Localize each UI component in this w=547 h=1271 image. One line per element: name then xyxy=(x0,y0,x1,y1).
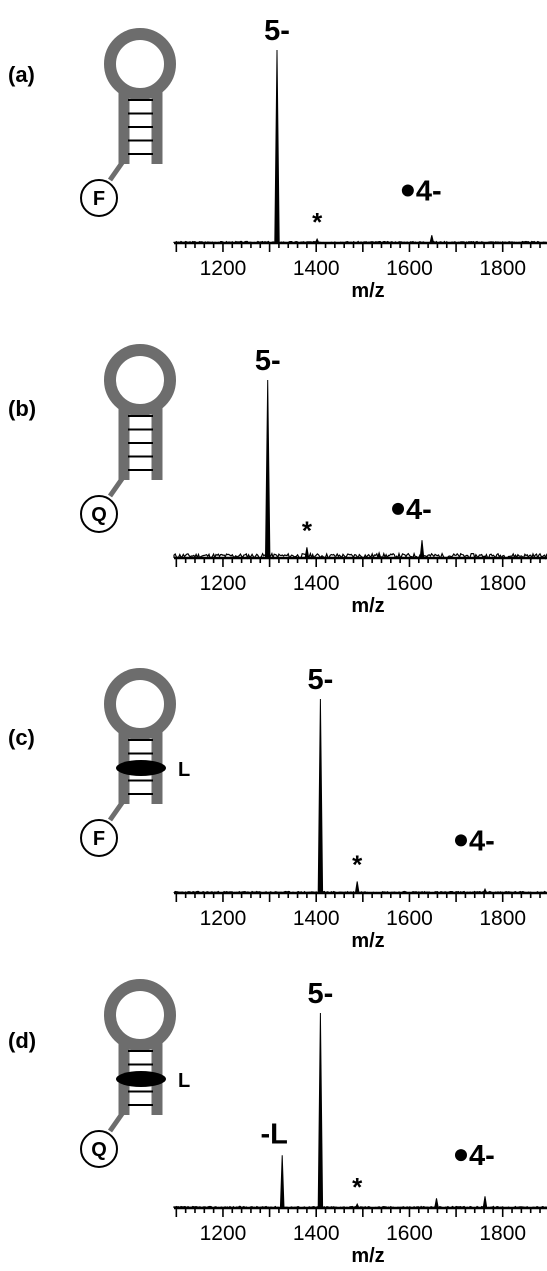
spectrum-panel: (b) Q 1200 1400 1600 1800 m/z 5- * 4- xyxy=(8,344,547,617)
peak-annotation: 4- xyxy=(469,1140,495,1172)
ligand-ellipse xyxy=(116,1071,166,1087)
spectrum-peak xyxy=(482,887,488,894)
x-axis-label: m/z xyxy=(351,595,384,617)
peak-annotation: 4- xyxy=(416,176,442,208)
peak-annotation: -L xyxy=(260,1118,287,1150)
x-tick-label: 1800 xyxy=(479,907,526,930)
panel-label: (b) xyxy=(8,396,36,421)
linker xyxy=(107,798,127,822)
panel-label: (d) xyxy=(8,1028,36,1053)
hairpin-loop xyxy=(104,344,176,416)
x-tick-label: 1600 xyxy=(386,907,433,930)
spectrum-panel: (a) F 1200 1400 1600 1800 m/z 5- * 4- xyxy=(8,15,547,302)
tag-circle xyxy=(80,179,118,217)
radical-dot xyxy=(392,502,405,515)
panel-label: (c) xyxy=(8,725,35,750)
peak-annotation: * xyxy=(312,207,323,237)
tag-label: Q xyxy=(91,1139,107,1161)
linker xyxy=(107,474,127,498)
x-tick-label: 1400 xyxy=(293,907,340,930)
ligand-label: L xyxy=(178,759,190,781)
spectrum-noise-trace xyxy=(173,551,547,560)
spectrum-peak xyxy=(274,49,280,244)
spectrum-peak xyxy=(429,235,435,244)
spectrum-peak xyxy=(354,881,360,894)
peak-annotation: * xyxy=(302,515,313,545)
x-tick-label: 1400 xyxy=(293,572,340,595)
x-tick-label: 1200 xyxy=(200,907,247,930)
radical-dot xyxy=(401,184,414,197)
spectrum-peak xyxy=(419,540,425,559)
spectrum-noise-trace xyxy=(173,240,547,244)
hairpin-schematic: QL xyxy=(80,979,190,1168)
x-tick-label: 1600 xyxy=(386,572,433,595)
hairpin-schematic: Q xyxy=(80,344,176,533)
x-axis-label: m/z xyxy=(351,930,384,952)
spectrum-peak xyxy=(376,551,382,559)
ligand-ellipse xyxy=(116,760,166,776)
x-tick-label: 1400 xyxy=(293,1222,340,1245)
x-tick-label: 1800 xyxy=(479,1222,526,1245)
spectrum-peak xyxy=(317,698,324,894)
peak-annotation: * xyxy=(352,1172,363,1202)
tag-circle xyxy=(80,819,118,857)
spectrum-peak xyxy=(304,547,310,559)
x-tick-label: 1200 xyxy=(200,1222,247,1245)
hairpin-schematic: F xyxy=(80,28,176,217)
ligand-label: L xyxy=(178,1070,190,1092)
radical-dot xyxy=(454,834,467,847)
tag-circle xyxy=(80,495,118,533)
tag-circle xyxy=(80,1130,118,1168)
hairpin-loop xyxy=(104,28,176,100)
hairpin-loop xyxy=(104,979,176,1051)
x-axis-label: m/z xyxy=(351,280,384,302)
tag-label: F xyxy=(93,828,105,850)
x-tick-label: 1600 xyxy=(386,1222,433,1245)
linker xyxy=(107,1109,127,1133)
x-tick-label: 1200 xyxy=(200,572,247,595)
spectrum-peak xyxy=(434,1198,439,1209)
peak-annotation: 5- xyxy=(255,345,281,377)
x-tick-label: 1400 xyxy=(293,257,340,280)
spectrum-peak xyxy=(354,1202,360,1209)
panel-label: (a) xyxy=(8,62,35,87)
peak-annotation: 4- xyxy=(469,825,495,857)
peak-annotation: 5- xyxy=(264,15,290,47)
spectrum-peak xyxy=(317,1012,324,1209)
hairpin-loop xyxy=(104,668,176,740)
linker xyxy=(107,158,127,182)
x-tick-label: 1200 xyxy=(200,257,247,280)
x-tick-label: 1800 xyxy=(479,257,526,280)
hairpin-schematic: FL xyxy=(80,668,190,857)
spectrum-peak xyxy=(279,1155,285,1209)
peak-annotation: * xyxy=(352,849,363,879)
peak-annotation: 5- xyxy=(308,978,334,1010)
tag-label: Q xyxy=(91,504,107,526)
radical-dot xyxy=(454,1149,467,1162)
spectrum-peak xyxy=(314,237,320,244)
tag-label: F xyxy=(93,188,105,210)
spectrum-peak xyxy=(482,1196,488,1209)
x-axis-label: m/z xyxy=(351,1245,384,1267)
peak-annotation: 4- xyxy=(406,494,432,526)
x-tick-label: 1800 xyxy=(479,572,526,595)
spectrum-peak xyxy=(264,379,271,559)
peak-annotation: 5- xyxy=(308,664,334,696)
x-tick-label: 1600 xyxy=(386,257,433,280)
